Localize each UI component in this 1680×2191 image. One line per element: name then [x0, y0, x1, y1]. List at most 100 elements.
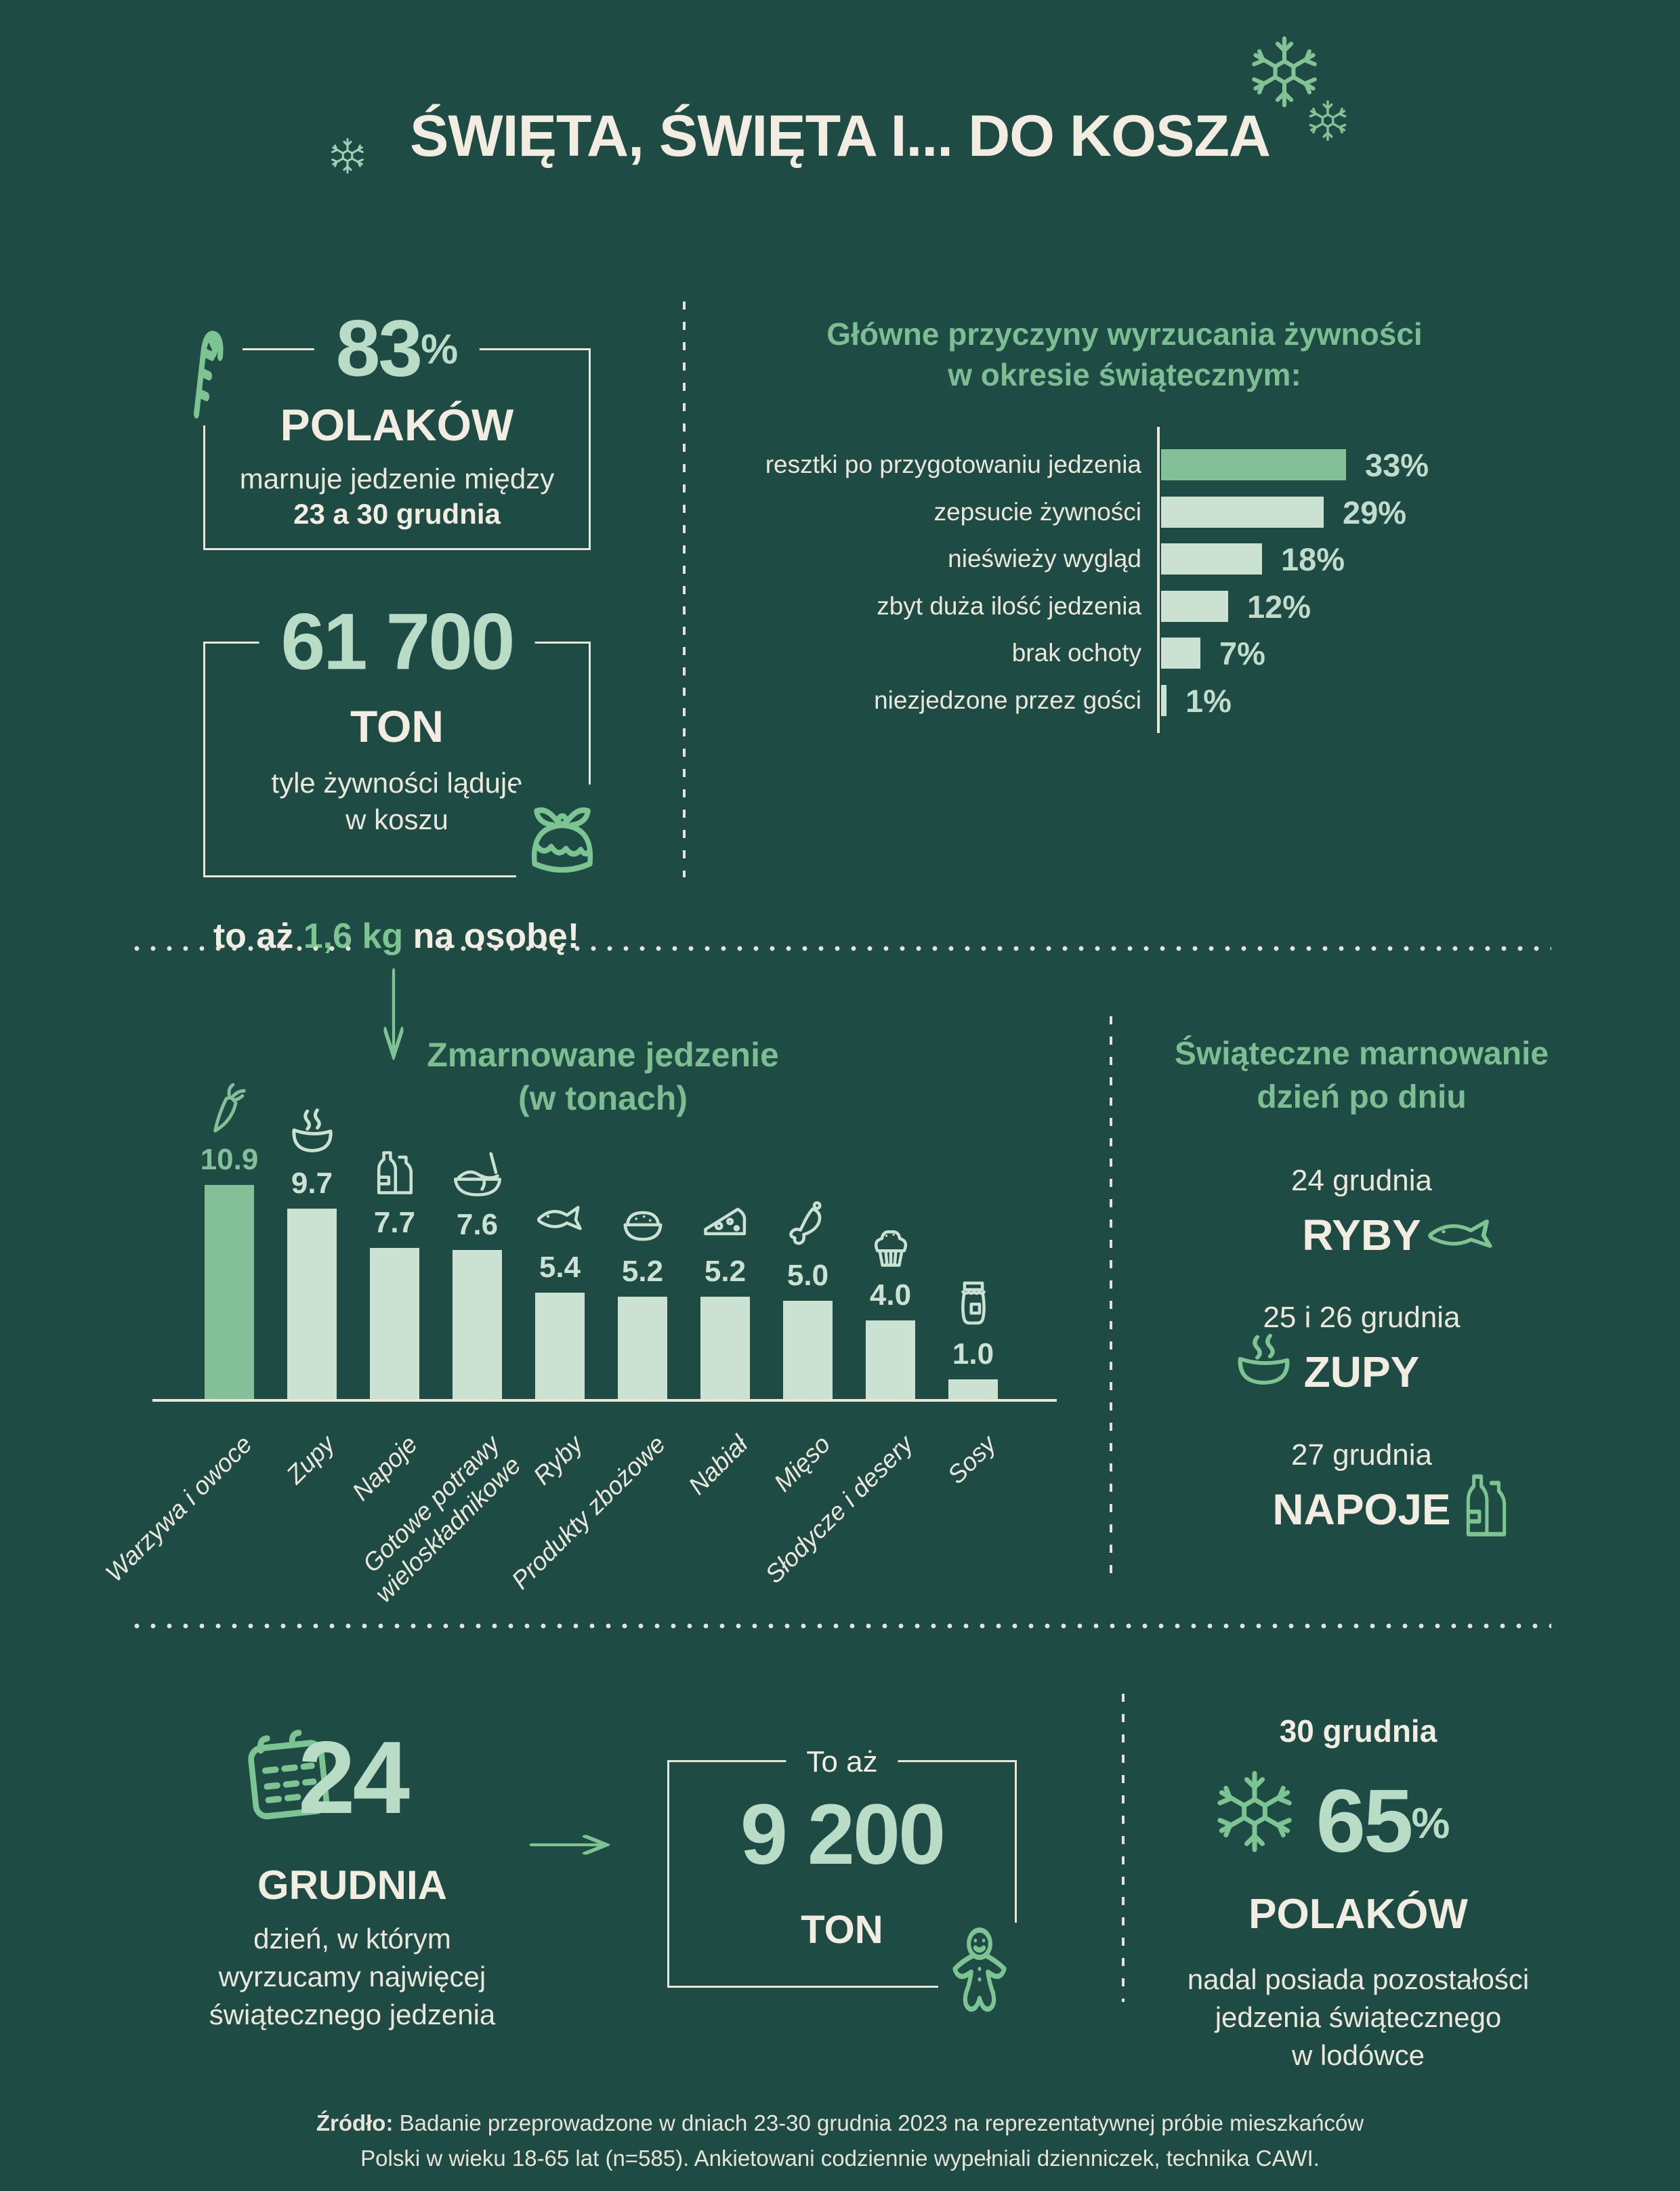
reason-row: resztki po przygotowaniu jedzenia 33%	[705, 447, 1429, 483]
reason-value: 7%	[1219, 635, 1265, 671]
reasons-chart-title-line1: Główne przyczyny wyrzucania żywności	[826, 316, 1423, 352]
vertical-divider	[1122, 1694, 1125, 2002]
fish-icon	[532, 1190, 588, 1245]
stat-61700-value: 61 700	[259, 602, 535, 682]
reason-value: 29%	[1343, 494, 1407, 530]
waste-column: 4.0	[866, 1217, 915, 1399]
daily-food: RYBY	[1302, 1210, 1421, 1260]
bottles-icon	[367, 1145, 423, 1201]
reason-label: zepsucie żywności	[933, 498, 1141, 526]
daily-item: NAPOJE	[1125, 1484, 1599, 1535]
snowflake-icon	[1309, 100, 1347, 141]
waste-value: 5.2	[704, 1255, 747, 1288]
stat-83-label: POLAKÓW	[280, 400, 514, 450]
stat-61700-box: 61 700 TON tyle żywności ląduje w koszu	[203, 602, 591, 877]
waste-bar	[783, 1301, 833, 1399]
pudding-icon	[516, 785, 608, 886]
waste-bar	[700, 1297, 750, 1399]
reason-bar	[1161, 685, 1167, 716]
waste-column: 10.9	[201, 1082, 258, 1399]
waste-value: 7.7	[373, 1206, 416, 1239]
reason-bar	[1161, 449, 1346, 480]
day24-month: GRUDNIA	[257, 1862, 447, 1908]
x-axis-label: Sosy	[942, 1430, 1001, 1489]
stat-61700-line1: tyle żywności ląduje	[271, 767, 523, 799]
x-axis-label: Nabiał	[683, 1430, 753, 1500]
waste-value: 7.6	[456, 1208, 499, 1241]
reason-label: nieświeży wygląd	[948, 545, 1141, 572]
page-title: ŚWIĘTA, ŚWIĘTA I... DO KOSZA	[410, 104, 1271, 169]
reasons-chart-axis	[1157, 427, 1160, 733]
stat-83-value: 83%	[314, 308, 480, 389]
daily-food: NAPOJE	[1272, 1484, 1450, 1535]
soup-icon	[285, 1106, 340, 1161]
horizontal-divider	[129, 946, 352, 951]
waste-chart-title-line1: Zmarnowane jedzenie	[427, 1036, 779, 1074]
waste-column: 5.2	[618, 1194, 667, 1399]
day24-line1: dzień, w którym	[253, 1923, 451, 1955]
daily-title-line2: dzień po dniu	[1257, 1079, 1467, 1115]
reason-row: zepsucie żywności 29%	[705, 494, 1407, 530]
day24-number: 24	[298, 1720, 410, 1835]
stat-83-line2: 23 a 30 grudnia	[293, 498, 501, 530]
stat-61700-unit: TON	[350, 701, 444, 751]
x-axis-label: Napoje	[346, 1430, 423, 1506]
reason-label: niezjedzone przez gości	[874, 686, 1141, 714]
stat-9200-unit: TON	[801, 1908, 883, 1952]
daily-date: 24 grudnia	[1291, 1164, 1432, 1197]
waste-value: 4.0	[869, 1278, 912, 1312]
day30-value: 65%	[1316, 1771, 1450, 1871]
waste-value: 10.9	[200, 1143, 259, 1176]
waste-column: 5.0	[783, 1198, 833, 1399]
fish-icon	[1421, 1201, 1501, 1266]
candy-cane-icon	[175, 310, 243, 425]
stat-9200-intro: To aż	[786, 1747, 898, 1777]
waste-value: 1.0	[952, 1337, 994, 1371]
daily-title-line1: Świąteczne marnowanie	[1174, 1036, 1549, 1072]
stat-9200-box: To aż 9 200 TON	[667, 1747, 1017, 1988]
waste-bar	[287, 1209, 337, 1399]
day30-date: 30 grudnia	[1279, 1713, 1437, 1749]
horizontal-divider	[129, 1623, 1551, 1629]
waste-column: 5.4	[535, 1190, 585, 1399]
waste-bar	[535, 1293, 585, 1399]
day30-line3: w lodówce	[1291, 2039, 1425, 2071]
daily-food: ZUPY	[1304, 1347, 1419, 1397]
footer-source: Źródło: Badanie przeprowadzone w dniach …	[316, 2110, 1364, 2171]
noodles-icon	[450, 1147, 505, 1203]
reason-label: brak ochoty	[1011, 639, 1141, 667]
waste-bar	[205, 1185, 254, 1399]
muffin-icon	[863, 1217, 919, 1273]
waste-column: 1.0	[948, 1276, 998, 1399]
waste-column: 7.6	[453, 1147, 502, 1399]
x-axis-label: Zupy	[280, 1430, 340, 1489]
x-axis-label: Słodycze i desery	[759, 1430, 919, 1589]
daily-date: 27 grudnia	[1291, 1438, 1432, 1472]
stat-83-line1: marnuje jedzenie między	[239, 463, 555, 495]
chicken-leg-icon	[780, 1198, 836, 1253]
day30-line1: nadal posiada pozostałości	[1187, 1963, 1530, 1995]
gingerbread-icon	[938, 1923, 1021, 2028]
vertical-divider	[683, 301, 686, 877]
day24-line2: wyrzucamy najwięcej	[218, 1961, 486, 1992]
waste-value: 5.4	[539, 1251, 581, 1284]
waste-chart-baseline	[152, 1399, 1057, 1402]
reason-label: resztki po przygotowaniu jedzenia	[765, 451, 1141, 478]
waste-bar	[618, 1297, 667, 1399]
reasons-chart-title-line2: w okresie świątecznym:	[948, 357, 1301, 392]
reason-bar	[1161, 543, 1262, 575]
waste-bar	[453, 1250, 502, 1399]
reason-value: 12%	[1247, 588, 1311, 625]
reason-bar	[1161, 638, 1200, 669]
jar-icon	[946, 1276, 1001, 1332]
daily-item: ZUPY	[1125, 1347, 1599, 1397]
stat-9200-value: 9 200	[740, 1787, 946, 1882]
x-axis-label: Produkty zbożowe	[505, 1430, 671, 1595]
snowflake-icon	[331, 138, 364, 174]
reason-value: 18%	[1281, 541, 1345, 577]
daily-date: 25 i 26 grudnia	[1263, 1301, 1461, 1334]
waste-value: 5.2	[621, 1255, 664, 1288]
x-axis-label: Mięso	[768, 1430, 836, 1497]
reason-row: nieświeży wygląd 18%	[705, 541, 1345, 577]
